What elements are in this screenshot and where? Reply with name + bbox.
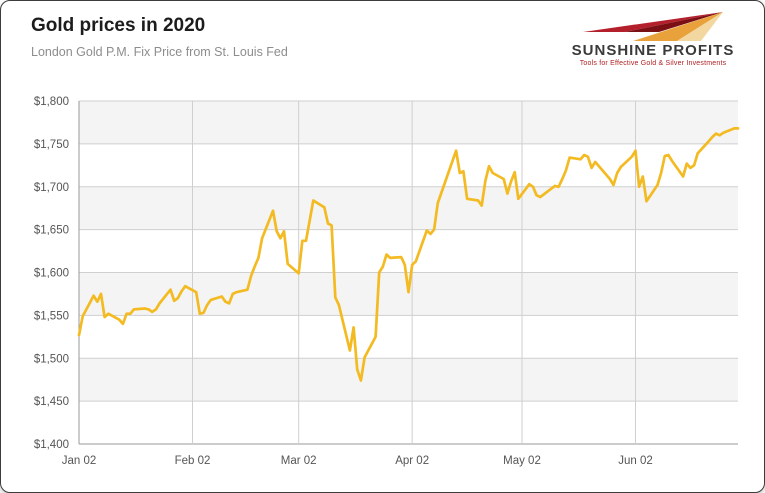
gold-price-line-chart: $1,400 $1,450 $1,500 $1,550 $1,600 $1,650 $1,7… (34, 96, 740, 467)
x-tick-label: May 02 (503, 455, 541, 467)
y-tick-label: $1,700 (34, 182, 69, 194)
gold-price-line (77, 127, 740, 382)
logo-arrows-icon (583, 12, 723, 41)
plot-band (79, 272, 738, 316)
y-tick-label: $1,400 (34, 439, 69, 451)
page-title: Gold prices in 2020 (31, 15, 206, 36)
plot-band (79, 358, 738, 402)
sunshine-profits-logo: SUNSHINE PROFITS Tools for Effective Gol… (568, 9, 738, 67)
plot-band (79, 186, 738, 230)
x-tick-label: Apr 02 (395, 455, 429, 467)
x-tick-label: Jun 02 (618, 455, 653, 467)
plot-band (79, 101, 738, 144)
logo-name: SUNSHINE PROFITS (571, 42, 735, 59)
chart-subtitle: London Gold P.M. Fix Price from St. Loui… (31, 45, 288, 59)
y-tick-label: $1,650 (34, 225, 69, 237)
y-tick-label: $1,500 (34, 353, 69, 365)
y-tick-label: $1,450 (34, 396, 69, 408)
x-tick-label: Mar 02 (281, 455, 317, 467)
y-tick-label: $1,600 (34, 268, 69, 280)
y-tick-label: $1,750 (34, 139, 69, 151)
logo-tagline: Tools for Effective Gold & Silver Invest… (579, 59, 727, 67)
x-tick-label: Feb 02 (175, 455, 211, 467)
x-tick-label: Jan 02 (62, 455, 97, 467)
y-tick-label: $1,800 (34, 96, 69, 108)
y-tick-label: $1,550 (34, 310, 69, 322)
